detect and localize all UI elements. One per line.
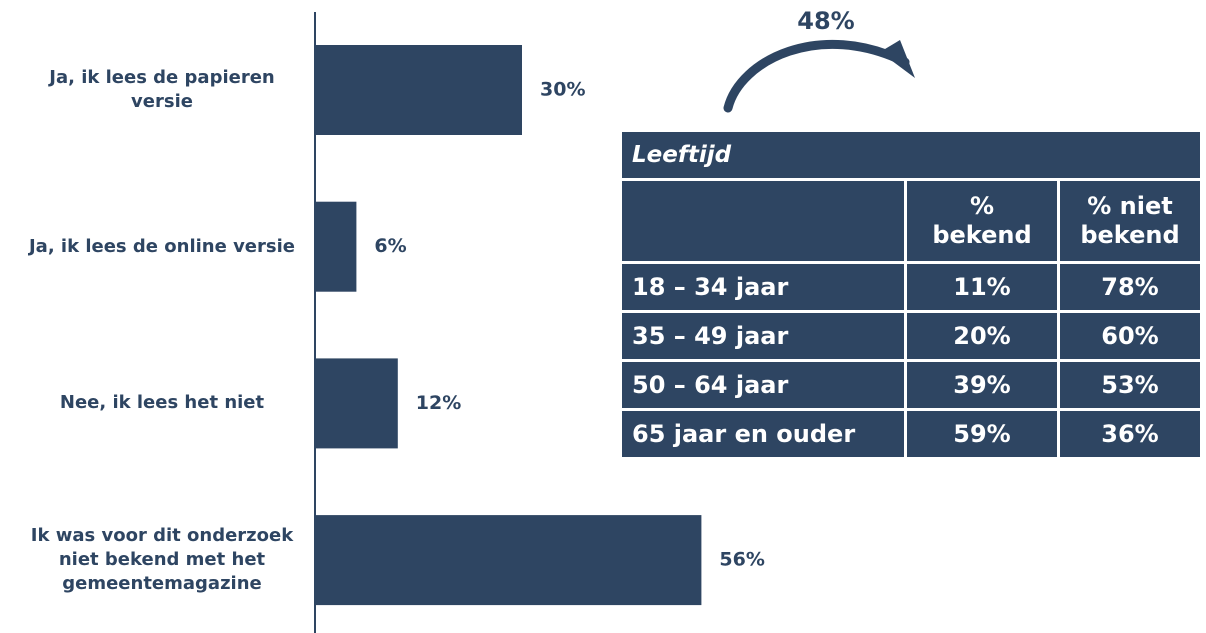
table-row: 35 – 49 jaar 20% 60%: [622, 313, 1200, 359]
table-cell: 53%: [1060, 362, 1200, 408]
table-row: 18 – 34 jaar 11% 78%: [622, 264, 1200, 310]
table-cell: 50 – 64 jaar: [622, 362, 904, 408]
column-header: % bekend: [907, 181, 1057, 261]
table-cell: 39%: [907, 362, 1057, 408]
table-cell: 59%: [907, 411, 1057, 457]
category-label: Nee, ik lees het niet: [59, 392, 265, 414]
table-row: 50 – 64 jaar 39% 53%: [622, 362, 1200, 408]
value-label: 56%: [719, 549, 764, 571]
age-table: Leeftijd % bekend % niet bekend 18 – 34 …: [619, 129, 1203, 460]
table-cell: 20%: [907, 313, 1057, 359]
category-label: Ja, ik lees de papieren versie: [49, 67, 275, 112]
arrow: [723, 39, 910, 113]
table-cell: 35 – 49 jaar: [622, 313, 904, 359]
table-cell: 65 jaar en ouder: [622, 411, 904, 457]
column-header: % niet bekend: [1060, 181, 1200, 261]
table-row: 65 jaar en ouder 59% 36%: [622, 411, 1200, 457]
bar: [315, 45, 522, 135]
bar: [315, 358, 398, 449]
table-cell: 18 – 34 jaar: [622, 264, 904, 310]
value-label: 30%: [540, 79, 585, 101]
category-label: Ja, ik lees de online versie: [28, 235, 295, 257]
category-label: Ik was voor dit onderzoek niet bekend me…: [30, 525, 294, 595]
bar: [315, 201, 357, 292]
table-cell: 36%: [1060, 411, 1200, 457]
table-cell: 60%: [1060, 313, 1200, 359]
value-label: 12%: [416, 392, 461, 414]
table-title: Leeftijd: [622, 132, 1200, 178]
value-label: 6%: [374, 235, 406, 257]
table-cell: 11%: [907, 264, 1057, 310]
arrow-head: [880, 40, 915, 78]
table-cell: 78%: [1060, 264, 1200, 310]
annotation: 48%: [797, 7, 854, 35]
bar: [315, 515, 702, 606]
table-corner: [622, 181, 904, 261]
